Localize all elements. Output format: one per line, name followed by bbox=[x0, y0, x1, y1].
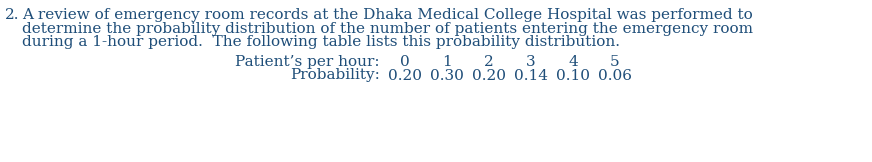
Text: 0: 0 bbox=[400, 55, 410, 69]
Text: A review of emergency room records at the Dhaka Medical College Hospital was per: A review of emergency room records at th… bbox=[22, 8, 753, 22]
Text: during a 1-hour period.  The following table lists this probability distribution: during a 1-hour period. The following ta… bbox=[22, 35, 620, 49]
Text: 5: 5 bbox=[610, 55, 620, 69]
Text: determine the probability distribution of the number of patients entering the em: determine the probability distribution o… bbox=[22, 22, 753, 35]
Text: 0.06: 0.06 bbox=[598, 69, 632, 82]
Text: Probability:: Probability: bbox=[290, 69, 380, 82]
Text: Patient’s per hour:: Patient’s per hour: bbox=[235, 55, 380, 69]
Text: 0.30: 0.30 bbox=[430, 69, 464, 82]
Text: 0.20: 0.20 bbox=[472, 69, 506, 82]
Text: 0.20: 0.20 bbox=[388, 69, 422, 82]
Text: 0.10: 0.10 bbox=[556, 69, 590, 82]
Text: 1: 1 bbox=[442, 55, 452, 69]
Text: 0.14: 0.14 bbox=[514, 69, 548, 82]
Text: 2.: 2. bbox=[5, 8, 19, 22]
Text: 3: 3 bbox=[526, 55, 535, 69]
Text: 2: 2 bbox=[484, 55, 494, 69]
Text: 4: 4 bbox=[569, 55, 578, 69]
